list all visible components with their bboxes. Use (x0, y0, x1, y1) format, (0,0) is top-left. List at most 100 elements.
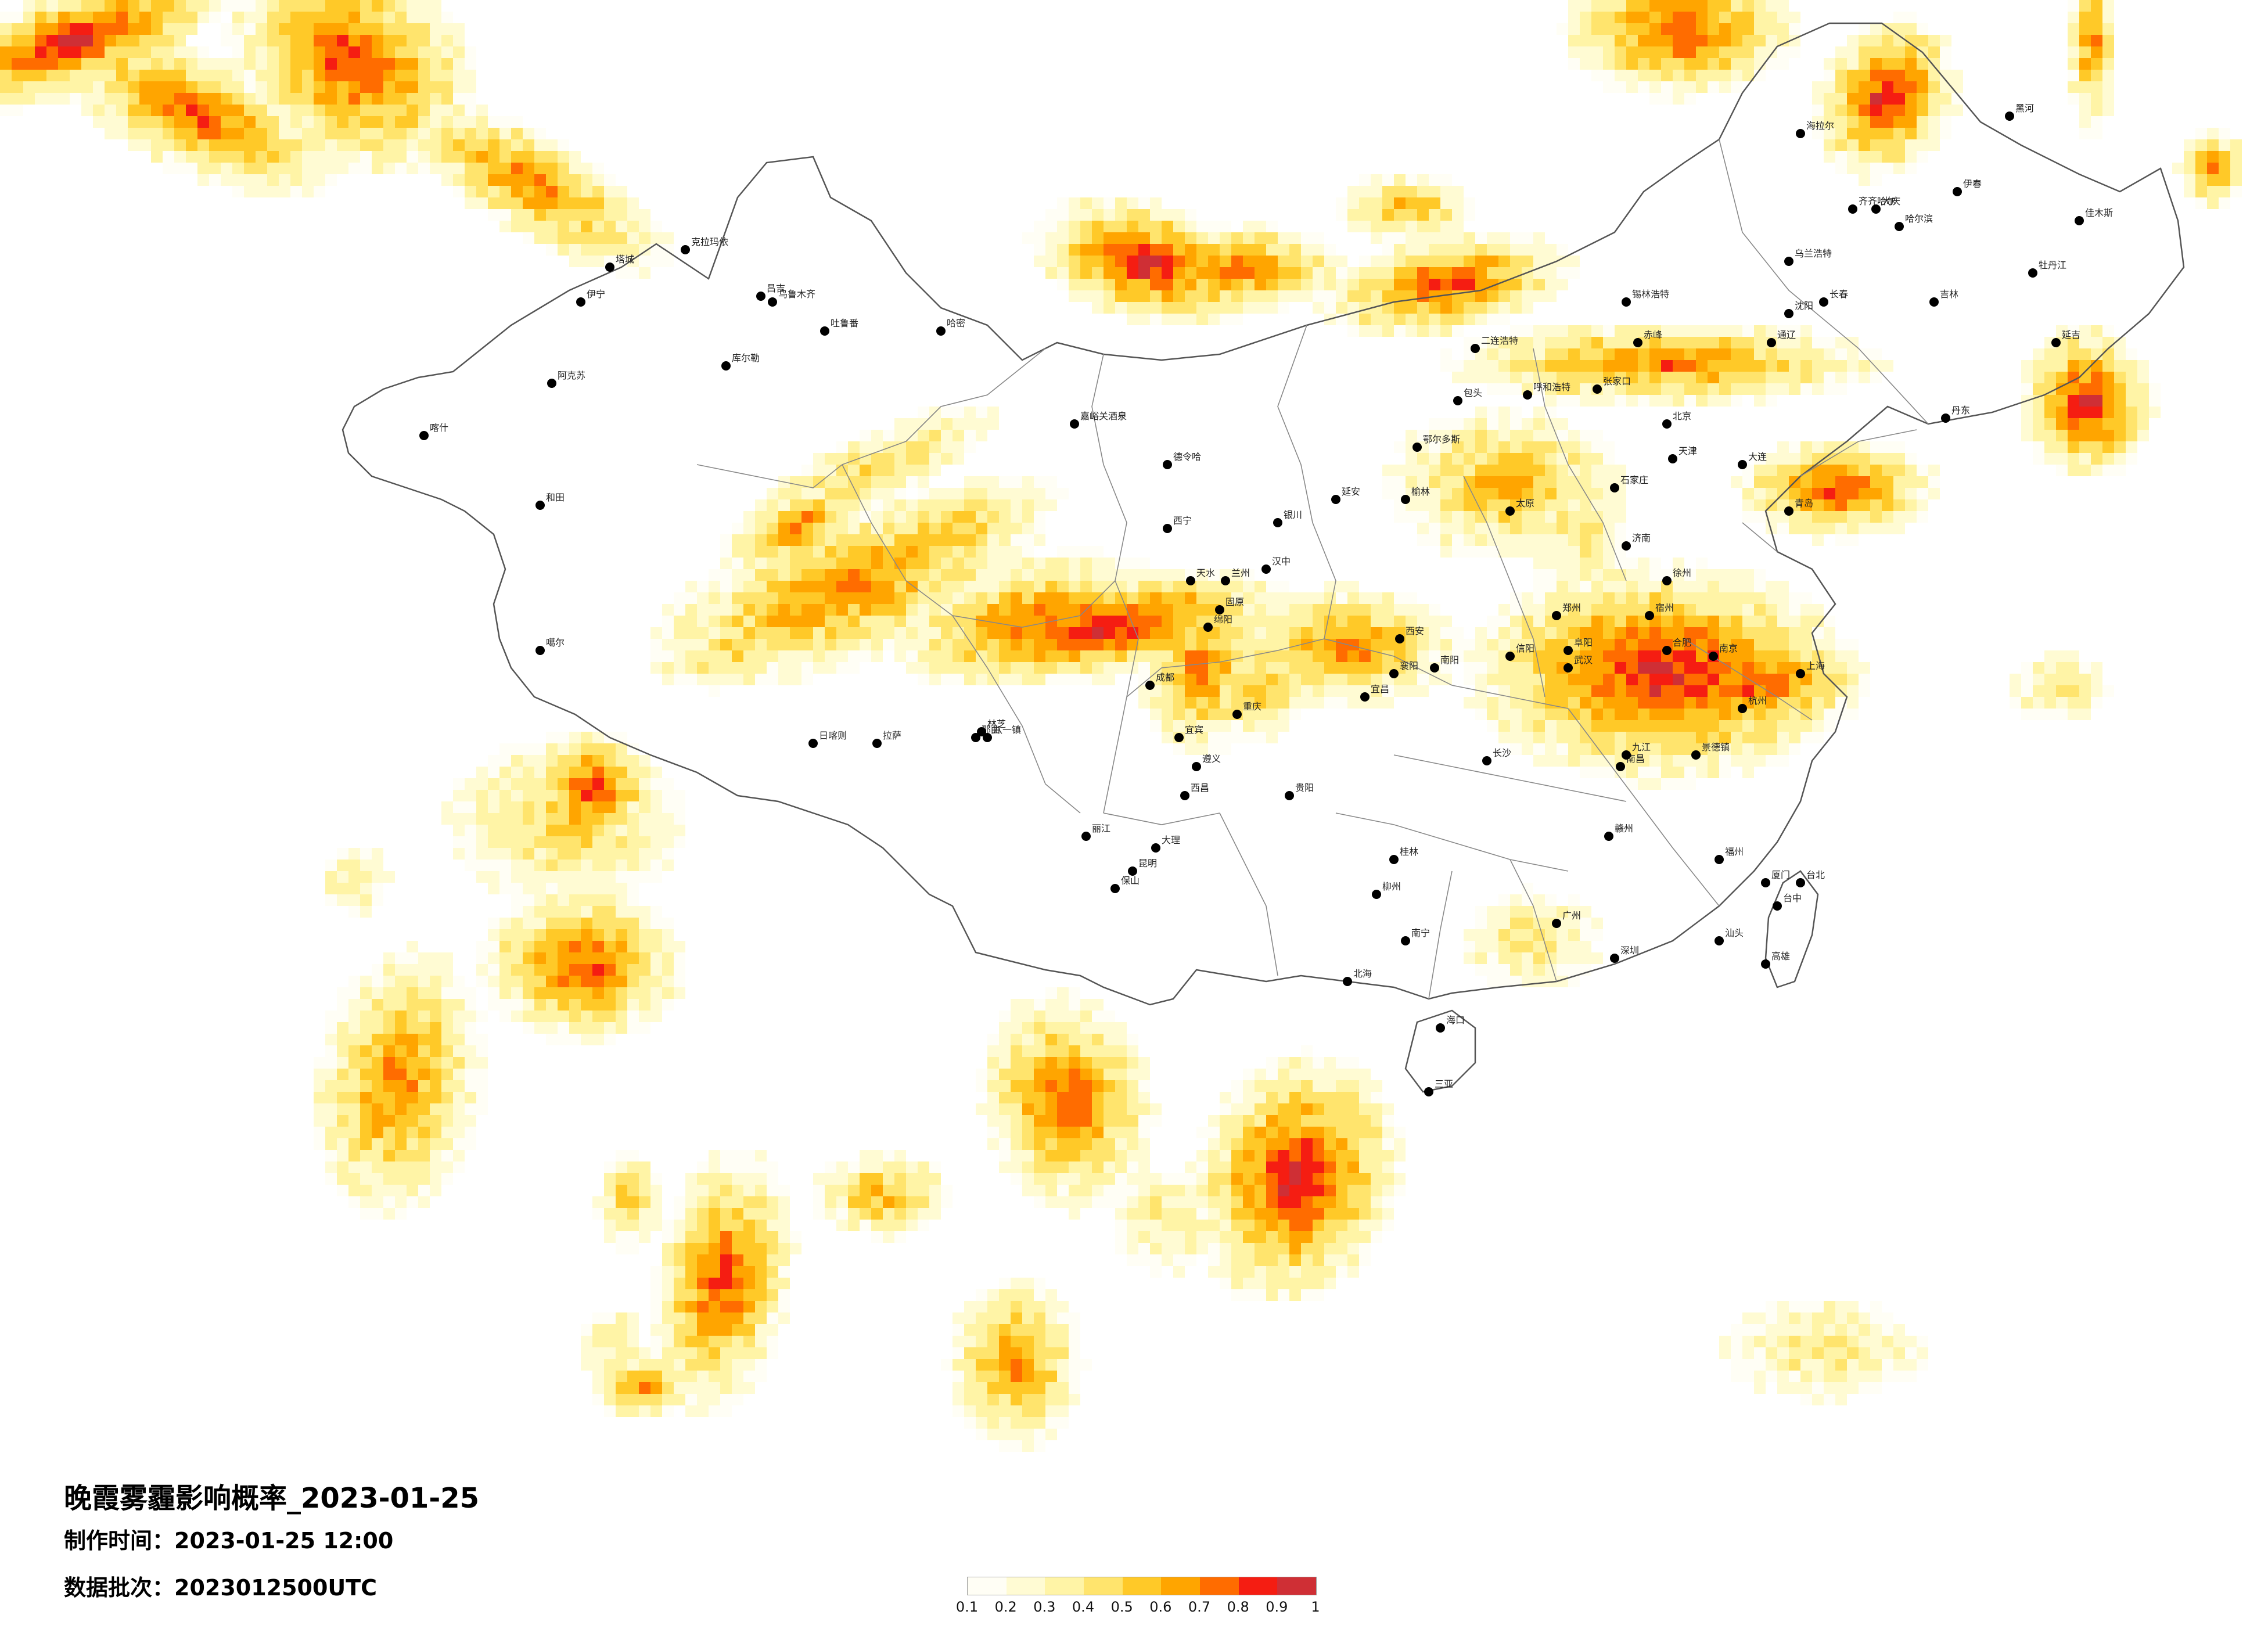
probability-cell (1510, 523, 1522, 534)
probability-cell (2102, 325, 2114, 337)
probability-cell (1615, 720, 1626, 732)
probability-cell (1394, 465, 1406, 476)
probability-cell (128, 116, 139, 128)
probability-cell (616, 906, 627, 918)
probability-cell (534, 952, 546, 964)
probability-cell (662, 1243, 674, 1254)
probability-cell (1266, 592, 1278, 604)
probability-cell (813, 592, 825, 604)
probability-cell (105, 128, 116, 139)
probability-cell (1638, 767, 1649, 778)
probability-cell (1347, 674, 1359, 685)
probability-cell (1208, 256, 1220, 267)
probability-cell (2230, 163, 2242, 174)
probability-cell (616, 256, 627, 267)
probability-cell (383, 1127, 395, 1138)
probability-cell (732, 1301, 743, 1312)
probability-cell (639, 221, 650, 232)
probability-cell (2207, 163, 2219, 174)
probability-cell (650, 650, 662, 662)
probability-cell (1557, 592, 1568, 604)
probability-cell (1069, 1150, 1080, 1161)
probability-cell (151, 105, 163, 116)
probability-cell (1057, 279, 1069, 290)
probability-cell (1440, 256, 1452, 267)
probability-cell (1498, 662, 1510, 674)
probability-cell (1777, 35, 1789, 46)
probability-cell (1092, 197, 1104, 209)
probability-cell (2021, 383, 2033, 395)
probability-cell (395, 976, 407, 987)
probability-cell (650, 987, 662, 999)
probability-cell (35, 46, 46, 58)
probability-cell (1417, 627, 1429, 639)
probability-cell (383, 1057, 395, 1069)
probability-cell (1789, 360, 1800, 372)
probability-cell (290, 12, 302, 23)
probability-cell (1522, 511, 1533, 523)
probability-cell (35, 0, 46, 12)
probability-cell (604, 1196, 616, 1208)
probability-cell (1092, 1115, 1104, 1127)
probability-cell (1708, 348, 1719, 360)
probability-cell (1510, 337, 1522, 348)
probability-cell (1777, 0, 1789, 12)
probability-cell (2114, 407, 2126, 418)
probability-cell (1568, 430, 1580, 441)
probability-cell (348, 0, 360, 12)
probability-cell (1661, 616, 1673, 627)
probability-cell (976, 511, 987, 523)
probability-cell (1847, 128, 1859, 139)
probability-cell (1673, 592, 1684, 604)
probability-cell (1185, 314, 1196, 325)
probability-cell (1034, 569, 1045, 581)
probability-cell (627, 999, 639, 1011)
probability-cell (1568, 697, 1580, 709)
probability-cell (627, 244, 639, 256)
probability-cell (325, 1092, 337, 1103)
probability-cell (1022, 232, 1034, 244)
probability-cell (1789, 604, 1800, 616)
probability-cell (2230, 151, 2242, 163)
probability-cell (1324, 674, 1336, 685)
probability-cell (2102, 58, 2114, 70)
probability-cell (558, 743, 569, 755)
probability-cell (1406, 256, 1417, 267)
probability-cell (430, 81, 441, 93)
probability-cell (1603, 767, 1615, 778)
probability-cell (825, 627, 836, 639)
probability-cell (1603, 325, 1615, 337)
probability-cell (186, 116, 197, 128)
probability-cell (848, 465, 860, 476)
probability-cell (0, 70, 12, 81)
probability-cell (441, 1080, 453, 1092)
probability-cell (12, 12, 23, 23)
probability-cell (1522, 650, 1533, 662)
probability-cell (1696, 35, 1708, 46)
probability-cell (2068, 407, 2079, 418)
probability-cell (1115, 221, 1127, 232)
probability-cell (1266, 685, 1278, 697)
probability-cell (1220, 1266, 1231, 1278)
probability-cell (953, 604, 964, 616)
probability-cell (558, 197, 569, 209)
probability-cell (1266, 1173, 1278, 1185)
probability-cell (2114, 465, 2126, 476)
probability-cell (778, 1266, 790, 1278)
probability-cell (1057, 1185, 1069, 1196)
probability-cell (1220, 1115, 1231, 1127)
probability-cell (1847, 685, 1859, 697)
probability-cell (534, 232, 546, 244)
probability-cell (465, 128, 476, 139)
probability-cell (662, 1347, 674, 1359)
probability-cell (1092, 1011, 1104, 1022)
probability-cell (1301, 279, 1313, 290)
probability-cell (1568, 488, 1580, 499)
probability-cell (1266, 709, 1278, 720)
probability-cell (1626, 616, 1638, 627)
probability-cell (732, 523, 743, 534)
probability-cell (1684, 732, 1696, 743)
probability-cell (894, 604, 906, 616)
probability-cell (267, 58, 279, 70)
probability-cell (1638, 325, 1649, 337)
